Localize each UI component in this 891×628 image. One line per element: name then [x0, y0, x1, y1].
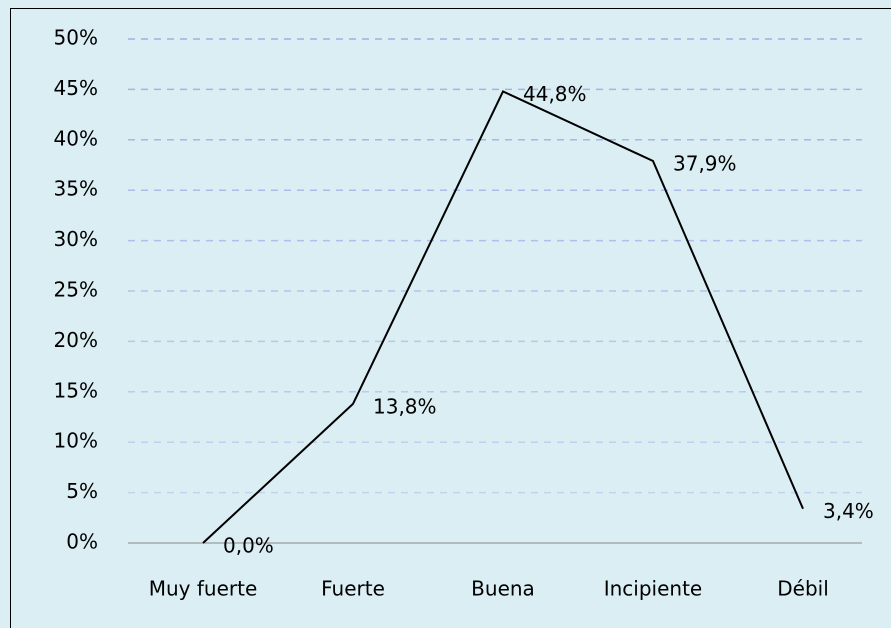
x-tick-label: Buena	[471, 577, 535, 601]
x-tick-label: Incipiente	[604, 577, 703, 601]
y-tick-label: 20%	[54, 328, 98, 352]
x-tick-label: Débil	[777, 577, 829, 601]
y-tick-label: 35%	[54, 177, 98, 201]
data-label: 37,9%	[673, 151, 737, 175]
y-tick-label: 40%	[54, 126, 98, 150]
y-tick-label: 5%	[66, 479, 98, 503]
y-tick-label: 30%	[54, 227, 98, 251]
y-tick-label: 10%	[54, 429, 98, 453]
data-label: 0,0%	[223, 534, 274, 558]
y-tick-label: 25%	[54, 278, 98, 302]
x-tick-label: Fuerte	[321, 577, 385, 601]
line	[202, 90, 804, 544]
y-tick-label: 15%	[54, 378, 98, 402]
y-tick-label: 45%	[54, 76, 98, 100]
data-label: 44,8%	[523, 82, 587, 106]
frame	[10, 8, 891, 628]
y-tick-label: 0%	[66, 530, 98, 554]
y-tick-label: 50%	[54, 26, 98, 50]
x-tick-label: Muy fuerte	[149, 577, 258, 601]
data-label: 3,4%	[823, 499, 874, 523]
data-label: 13,8%	[373, 394, 437, 418]
